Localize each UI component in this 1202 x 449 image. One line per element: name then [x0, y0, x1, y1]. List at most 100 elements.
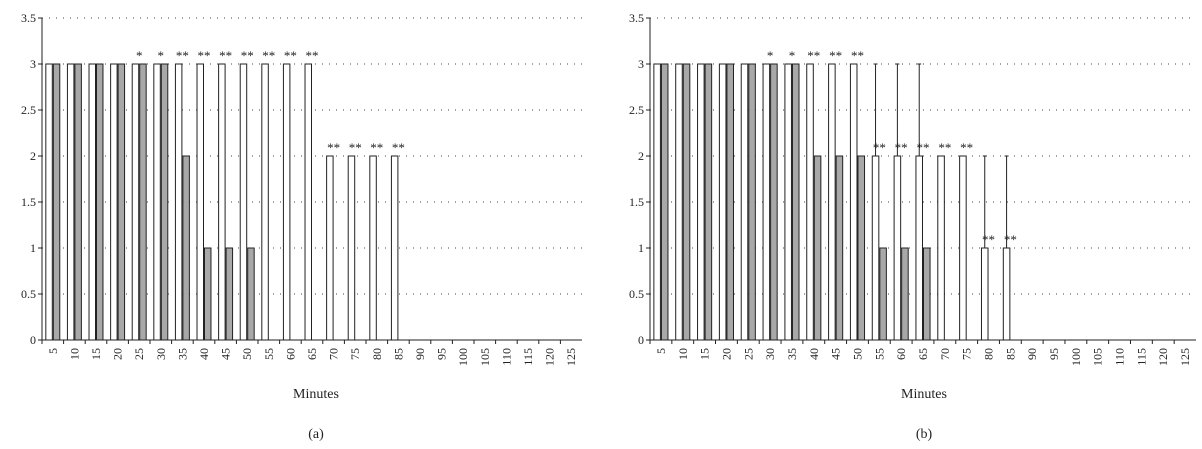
y-tick-label: 0 — [30, 333, 36, 347]
x-tick-label: 85 — [1003, 348, 1017, 360]
y-tick-label: 3 — [638, 57, 644, 71]
x-tick-label: 75 — [348, 348, 362, 360]
significance-marker: * — [136, 48, 143, 63]
bar-series-1 — [304, 63, 312, 341]
x-tick-label: 70 — [327, 348, 341, 360]
significance-marker: ** — [262, 48, 275, 63]
significance-marker: ** — [807, 48, 820, 63]
panel-label: (a) — [308, 427, 324, 442]
chart-panel-2: 0 0.5 1 1.5 2 2.5 3 3.5 5 10 15 20 25 30 * 35 * 40 ** 45 ** 5… — [629, 11, 1196, 442]
bar-series-2 — [225, 247, 234, 341]
bar-series-1 — [871, 155, 880, 341]
significance-marker: ** — [306, 48, 319, 63]
y-tick-label: 3 — [30, 57, 36, 71]
x-tick-label: 110 — [499, 348, 513, 366]
bar-series-1 — [784, 63, 792, 341]
bar-series-1 — [959, 155, 967, 341]
bar-series-1 — [653, 63, 661, 341]
y-tick-label: 0.5 — [21, 287, 36, 301]
bar-series-2 — [682, 63, 691, 341]
x-axis-label: Minutes — [901, 387, 947, 402]
bar-series-1 — [110, 63, 118, 341]
bar-series-1 — [762, 63, 771, 341]
significance-marker: ** — [917, 140, 930, 155]
bar-series-2 — [813, 155, 822, 341]
bar-series-1 — [218, 63, 226, 341]
significance-marker: ** — [829, 48, 842, 63]
y-tick-label: 1.5 — [629, 195, 644, 209]
x-tick-label: 60 — [283, 348, 297, 360]
bar-series-1 — [174, 63, 183, 341]
bar-series-1 — [697, 63, 705, 341]
x-tick-label: 25 — [132, 348, 146, 360]
bar-series-1 — [282, 63, 291, 341]
significance-marker: ** — [1004, 232, 1017, 247]
significance-marker: ** — [349, 140, 362, 155]
x-tick-label: 75 — [960, 348, 974, 360]
significance-marker: ** — [982, 232, 995, 247]
significance-marker: ** — [176, 48, 189, 63]
significance-marker: * — [789, 48, 796, 63]
x-tick-label: 120 — [543, 348, 557, 366]
x-tick-label: 40 — [197, 348, 211, 360]
bar-series-1 — [261, 63, 269, 341]
x-tick-label: 125 — [564, 348, 578, 366]
x-tick-label: 50 — [850, 348, 864, 360]
x-tick-label: 65 — [305, 348, 319, 360]
x-tick-label: 115 — [1134, 348, 1148, 366]
y-tick-label: 2.5 — [629, 103, 644, 117]
bar-series-2 — [74, 63, 82, 341]
bar-series-2 — [748, 63, 756, 341]
significance-marker: ** — [370, 140, 383, 155]
x-tick-label: 35 — [175, 348, 189, 360]
significance-marker: ** — [960, 140, 973, 155]
significance-marker: ** — [938, 140, 951, 155]
x-tick-label: 30 — [154, 348, 168, 360]
x-tick-label: 100 — [1069, 348, 1083, 366]
y-tick-label: 0 — [638, 333, 644, 347]
x-tick-label: 95 — [435, 348, 449, 360]
y-tick-label: 2 — [638, 149, 644, 163]
y-tick-label: 3.5 — [21, 11, 36, 25]
x-tick-label: 20 — [719, 348, 733, 360]
significance-marker: ** — [895, 140, 908, 155]
x-tick-label: 45 — [219, 348, 233, 360]
bar-series-2 — [726, 63, 734, 341]
significance-marker: ** — [241, 48, 254, 63]
x-tick-label: 110 — [1113, 348, 1127, 366]
bar-series-2 — [879, 247, 887, 341]
significance-marker: ** — [851, 48, 864, 63]
x-tick-label: 5 — [46, 348, 60, 354]
x-tick-label: 105 — [478, 348, 492, 366]
x-tick-label: 70 — [938, 348, 952, 360]
bar-series-2 — [117, 63, 126, 341]
x-tick-label: 30 — [763, 348, 777, 360]
bar-series-2 — [704, 63, 713, 341]
x-axis-label: Minutes — [293, 387, 339, 402]
x-tick-label: 65 — [916, 348, 930, 360]
y-tick-label: 2.5 — [21, 103, 36, 117]
x-tick-label: 80 — [370, 348, 384, 360]
significance-marker: ** — [198, 48, 211, 63]
significance-marker: ** — [873, 140, 886, 155]
x-tick-label: 15 — [89, 348, 103, 360]
x-tick-label: 95 — [1047, 348, 1061, 360]
x-tick-label: 100 — [456, 348, 470, 366]
bar-series-1 — [980, 247, 989, 341]
bar-series-1 — [66, 63, 75, 341]
bar-series-1 — [1002, 247, 1011, 341]
panel-label: (b) — [916, 427, 933, 442]
bar-series-1 — [718, 63, 727, 341]
significance-marker: ** — [219, 48, 232, 63]
y-tick-label: 1 — [638, 241, 644, 255]
bar-series-1 — [153, 63, 161, 341]
bar-series-2 — [96, 63, 104, 341]
bar-series-1 — [740, 63, 749, 341]
bar-series-2 — [52, 63, 61, 341]
significance-marker: ** — [392, 140, 405, 155]
x-tick-label: 90 — [413, 348, 427, 360]
x-tick-label: 10 — [67, 348, 81, 360]
x-tick-label: 35 — [785, 348, 799, 360]
bar-series-2 — [901, 247, 909, 341]
